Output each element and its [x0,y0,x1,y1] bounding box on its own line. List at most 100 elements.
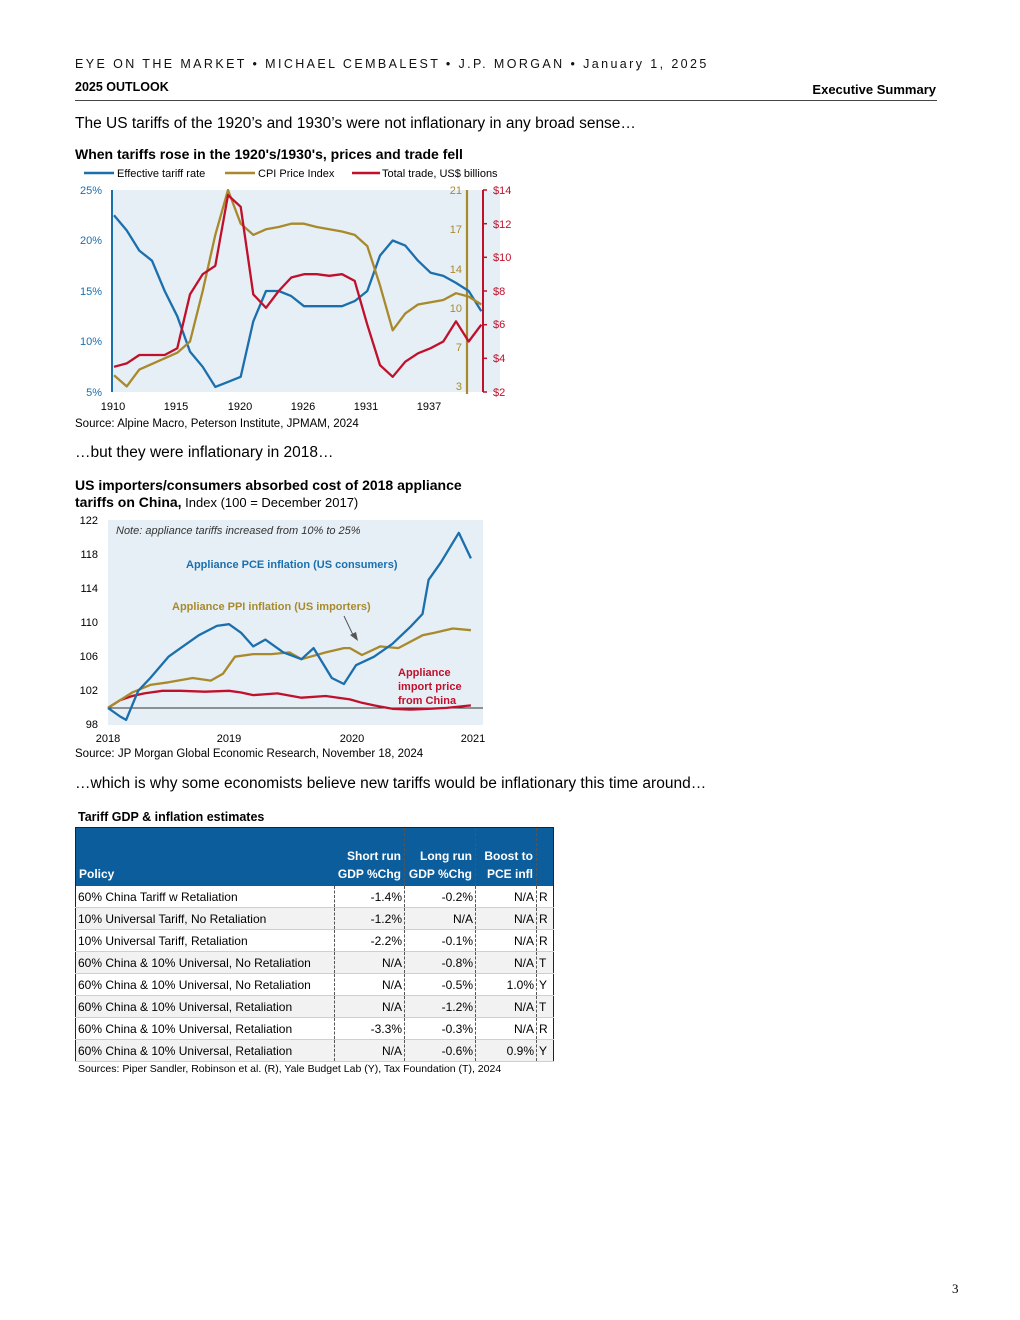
header-divider [75,100,937,101]
y-left-tick: 25% [80,185,102,197]
report-header: EYE ON THE MARKET • MICHAEL CEMBALEST • … [75,57,709,71]
table-row: 60% China & 10% Universal, No Retaliatio… [75,973,554,996]
cell-long: -0.8% [404,951,476,974]
chart2-title-sub: Index (100 = December 2017) [181,495,359,510]
header-source [536,827,554,886]
series-import-price [107,689,472,711]
table-row: 10% Universal Tariff, Retaliation -2.2% … [75,929,554,952]
cell-policy: 10% Universal Tariff, Retaliation [75,929,335,952]
legend-trade: Total trade, US$ billions [382,168,498,180]
y-cpi-tick: 3 [456,381,462,393]
table-header-row: Policy Short run GDP %Chg Long run GDP %Ch… [75,827,554,886]
cell-long: -0.5% [404,973,476,996]
x-tick: 2020 [340,733,364,745]
y-cpi-tick: 21 [450,185,462,197]
cell-boost: 0.9% [475,1039,537,1062]
section-label: Executive Summary [812,82,936,97]
cell-long: -0.3% [404,1017,476,1040]
cell-short: -1.2% [334,907,405,930]
cell-src: Y [536,1039,554,1062]
cell-src: T [536,995,554,1018]
cell-boost: N/A [475,907,537,930]
y-right-tick: $12 [493,219,511,231]
legend-cpi: CPI Price Index [258,168,335,180]
y-right-tick: $8 [493,286,505,298]
y-tick: 122 [80,515,98,527]
label-ppi: Appliance PPI inflation (US importers) [172,601,371,613]
header-short-run: Short run GDP %Chg [334,827,405,886]
cell-long: -0.1% [404,929,476,952]
y-right-tick: $10 [493,252,511,264]
series-pce [107,531,472,722]
y-right-tick: $4 [493,353,505,365]
cell-boost: N/A [475,1017,537,1040]
chart1-legend: Effective tariff rate CPI Price Index To… [84,168,498,180]
cell-long: -0.6% [404,1039,476,1062]
cell-policy: 60% China & 10% Universal, Retaliation [75,995,335,1018]
cell-policy: 60% China & 10% Universal, Retaliation [75,1039,335,1062]
section-heading-1: The US tariffs of the 1920’s and 1930’s … [75,115,636,132]
x-tick: 1920 [228,401,252,413]
chart2-note: Note: appliance tariffs increased from 1… [116,525,361,537]
y-left-tick: 15% [80,286,102,298]
y-right-tick: $14 [493,185,511,197]
series-cpi [113,188,482,388]
cell-short: -3.3% [334,1017,405,1040]
table-title: Tariff GDP & inflation estimates [78,810,265,824]
section-heading-2: …but they were inflationary in 2018… [75,444,334,461]
chart2-source: Source: JP Morgan Global Economic Resear… [75,748,424,760]
cell-short: -2.2% [334,929,405,952]
y-left-tick: 10% [80,336,102,348]
y-tick: 114 [80,583,98,595]
cell-policy: 60% China Tariff w Retaliation [75,886,335,908]
y-tick: 98 [86,719,98,731]
table-row: 60% China & 10% Universal, Retaliation -… [75,1017,554,1040]
y-tick: 106 [80,651,98,663]
section-heading-3: …which is why some economists believe ne… [75,775,707,792]
cell-long: -1.2% [404,995,476,1018]
cell-boost: N/A [475,929,537,952]
y-cpi-tick: 7 [456,342,462,354]
cell-src: Y [536,973,554,996]
outlook-label: 2025 OUTLOOK [75,80,169,94]
y-tick: 118 [80,549,98,561]
cell-src: R [536,1017,554,1040]
cell-src: R [536,886,554,908]
x-tick: 2019 [217,733,241,745]
y-tick: 110 [80,617,98,629]
cell-src: T [536,951,554,974]
cell-policy: 60% China & 10% Universal, No Retaliatio… [75,973,335,996]
label-import-2: import price [398,681,462,693]
cell-policy: 60% China & 10% Universal, No Retaliatio… [75,951,335,974]
cell-boost: N/A [475,951,537,974]
chart2-title-line2: tariffs on China, Index (100 = December … [75,494,358,510]
page-number: 3 [952,1281,959,1296]
chart2-appliance-tariffs: 122 118 114 110 106 102 98 2018 2019 202… [80,515,486,745]
chart1-source: Source: Alpine Macro, Peterson Institute… [75,418,359,430]
chart1-plot-area [112,190,500,392]
label-import-3: from China [398,695,457,707]
y-right-tick: $2 [493,387,505,399]
cell-short: N/A [334,995,405,1018]
y-cpi-tick: 14 [450,264,462,276]
cell-policy: 10% Universal Tariff, No Retaliation [75,907,335,930]
series-ppi [107,627,472,709]
cell-boost: N/A [475,995,537,1018]
x-tick: 1915 [164,401,188,413]
table-row: 60% China & 10% Universal, Retaliation N… [75,1039,554,1062]
cell-short: N/A [334,951,405,974]
y-cpi-tick: 17 [450,224,462,236]
chart1-title: When tariffs rose in the 1920's/1930's, … [75,146,463,162]
cell-short: N/A [334,1039,405,1062]
label-import-1: Appliance [398,667,451,679]
table-row: 10% Universal Tariff, No Retaliation -1.… [75,907,554,930]
tariff-estimates-table: Policy Short run GDP %Chg Long run GDP %Ch… [75,827,554,1062]
y-cpi-tick: 10 [450,303,462,315]
table-row: 60% China & 10% Universal, No Retaliatio… [75,951,554,974]
cell-short: N/A [334,973,405,996]
cell-long: N/A [404,907,476,930]
cell-src: R [536,929,554,952]
chart1-tariffs-1920s: Effective tariff rate CPI Price Index To… [80,168,511,413]
cell-src: R [536,907,554,930]
cell-policy: 60% China & 10% Universal, Retaliation [75,1017,335,1040]
